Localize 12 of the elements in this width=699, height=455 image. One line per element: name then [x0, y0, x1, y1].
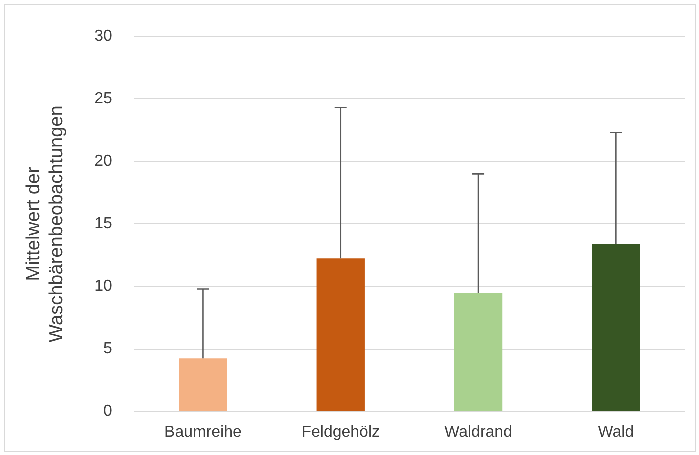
y-tick-label: 0: [103, 403, 112, 420]
y-tick-label: 25: [94, 90, 112, 108]
x-tick-label: Baumreihe: [164, 424, 242, 441]
x-tick-label: Wald: [598, 424, 634, 441]
x-tick-label: Feldgehölz: [302, 424, 380, 441]
y-tick-label: 10: [94, 278, 112, 296]
y-tick-label: 15: [94, 216, 112, 233]
x-tick-label: Waldrand: [444, 424, 512, 441]
y-tick-label: 5: [103, 340, 112, 358]
y-tick-label: 20: [94, 153, 112, 170]
y-axis-title: Mittelwert der Waschbärenbeobachtungen: [24, 106, 68, 343]
y-tick-label: 30: [94, 28, 112, 46]
